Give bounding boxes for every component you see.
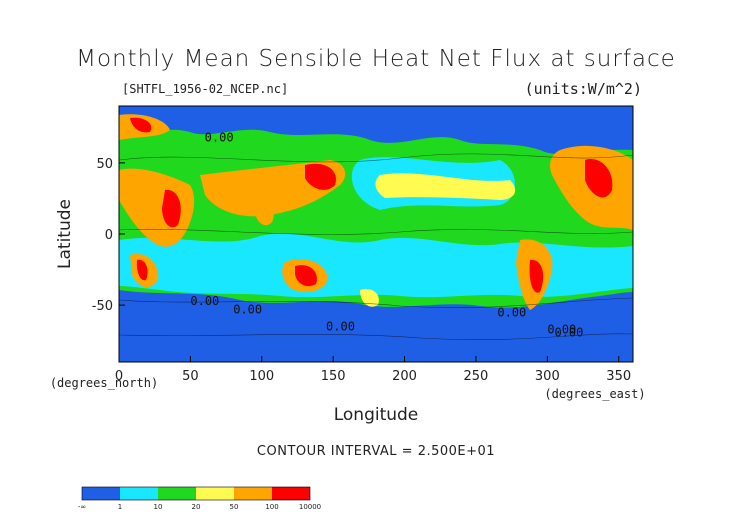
chart-title: Monthly Mean Sensible Heat Net Flux at s… [76, 46, 676, 72]
y-tick-label: -50 [92, 299, 113, 314]
colorbar-swatch [234, 487, 272, 500]
x-axis-unit: (degrees_east) [544, 387, 645, 401]
x-tick-label: 300 [535, 369, 560, 384]
colorbar-frame [81, 486, 311, 501]
x-tick-label: 150 [321, 369, 346, 384]
north-america-red [585, 159, 613, 198]
arctic-left-red [130, 117, 152, 133]
x-tick-label: 50 [182, 369, 199, 384]
contour-line [119, 228, 633, 235]
x-tick-label: 0 [115, 369, 123, 384]
contour-value-label: 0.00 [233, 303, 262, 317]
colorbar-tick-label: 20 [192, 503, 201, 511]
contour-value-label: 0.00 [554, 325, 583, 339]
file-label: [SHTFL_1956-02_NCEP.nc] [122, 82, 289, 96]
contour-value-label: 0.00 [497, 305, 526, 319]
y-tick-label: 50 [96, 157, 113, 172]
colorbar-tick-label: 10 [154, 503, 163, 511]
colorbar-tick-label: 100 [265, 503, 278, 511]
y-tick-label: 0 [105, 228, 113, 243]
colorbar-swatch [120, 487, 158, 500]
south-pacific-yellow [360, 288, 379, 307]
colorbar-tick-label: -∞ [78, 503, 86, 511]
arctic-low-flux-region [119, 106, 633, 155]
x-tick-label: 100 [249, 369, 274, 384]
africa-region [119, 168, 195, 247]
x-tick-label: 200 [392, 369, 417, 384]
contour-value-label: 0.00 [326, 320, 355, 334]
contour-interval-label: CONTOUR INTERVAL = 2.500E+01 [256, 444, 496, 459]
contour-line [119, 297, 633, 308]
units-label: (units:W/m^2) [524, 80, 642, 98]
colorbar-tick-label: 1 [118, 503, 122, 511]
x-tick-label: 250 [464, 369, 489, 384]
north-subtropical-yellow [375, 173, 516, 200]
australia-red [295, 265, 317, 287]
y-axis-unit: (degrees_north) [50, 376, 158, 390]
tropical-cyan-band [119, 233, 633, 298]
y-axis-label: Latitude [55, 199, 75, 269]
colorbar-tick-label: 10000 [299, 503, 321, 511]
colorbar-tick-label: 50 [230, 503, 239, 511]
colorbar-swatch [158, 487, 196, 500]
x-tick-label: 350 [606, 369, 631, 384]
india-region [255, 199, 274, 226]
x-axis-label: Longitude [334, 405, 419, 425]
colorbar-swatch [196, 487, 234, 500]
africa-red [162, 189, 181, 228]
colorbar-swatch [272, 487, 310, 500]
contour-line [119, 333, 633, 340]
contour-value-label: 0.00 [205, 131, 234, 145]
contour-value-label: 0.00 [547, 323, 576, 337]
contour-line [119, 153, 633, 163]
southern-low-flux-region [119, 290, 633, 362]
colorbar-swatch [82, 487, 120, 500]
south-america-red [529, 259, 544, 293]
asia-red [305, 163, 336, 190]
contour-value-label: 0.00 [190, 294, 219, 308]
south-africa-red [136, 259, 148, 281]
